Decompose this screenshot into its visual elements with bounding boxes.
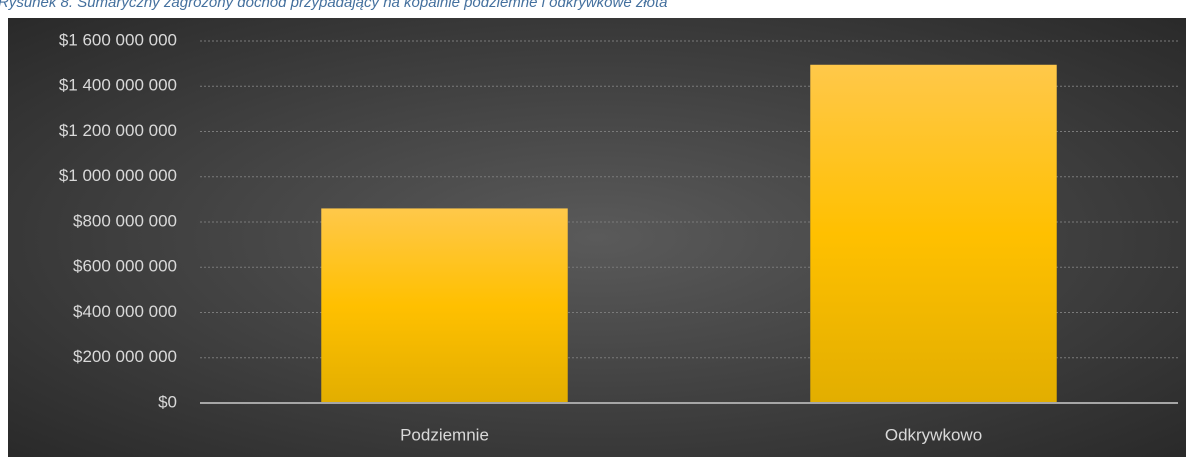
bar [321,208,568,403]
y-tick-label: $800 000 000 [73,211,177,230]
y-tick-label: $0 [158,392,177,411]
caption: Rysunek 8. Sumaryczny zagrożony dochód p… [0,0,668,11]
y-tick-label: $600 000 000 [73,257,177,276]
x-tick-label: Podziemnie [400,425,489,444]
y-tick-label: $1 200 000 000 [59,121,177,140]
y-tick-label: $1 400 000 000 [59,76,177,95]
y-tick-label: $400 000 000 [73,302,177,321]
x-tick-label: Odkrywkowo [885,425,982,444]
y-tick-label: $1 000 000 000 [59,166,177,185]
y-tick-label: $1 600 000 000 [59,30,177,49]
bar [810,64,1057,403]
y-tick-label: $200 000 000 [73,347,177,366]
